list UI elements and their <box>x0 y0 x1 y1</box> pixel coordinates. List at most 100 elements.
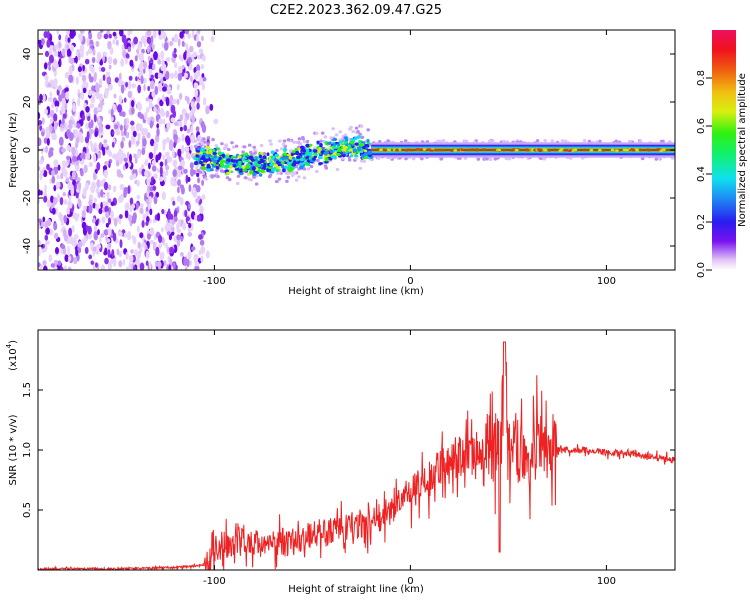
noise-speckle <box>82 205 87 211</box>
signal-blob <box>212 152 217 155</box>
noise-speckle <box>40 221 44 228</box>
noise-speckle <box>169 139 174 149</box>
noise-speckle <box>179 92 183 100</box>
noise-speckle <box>148 261 152 270</box>
signal-blob <box>262 155 267 160</box>
signal-hotspot <box>589 148 594 152</box>
noise-speckle <box>88 121 92 129</box>
signal-halo <box>316 158 320 163</box>
signal-halo <box>341 156 345 160</box>
signal-hotspot <box>547 149 552 152</box>
signal-halo <box>582 139 587 143</box>
noise-speckle <box>200 35 204 42</box>
noise-speckle <box>141 148 146 155</box>
signal-blob <box>283 147 288 152</box>
noise-speckle <box>64 71 70 79</box>
noise-speckle <box>159 161 164 167</box>
noise-speckle <box>73 237 77 247</box>
noise-speckle <box>67 37 71 43</box>
signal-hotspot <box>415 148 420 151</box>
signal-blob <box>337 148 342 152</box>
noise-speckle <box>92 66 95 74</box>
signal-hotspot <box>631 148 636 152</box>
noise-speckle <box>148 62 154 71</box>
noise-speckle <box>80 91 85 101</box>
signal-halo <box>193 139 198 143</box>
signal-blob <box>279 159 283 162</box>
signal-halo <box>487 139 492 143</box>
noise-speckle <box>38 240 41 247</box>
noise-speckle <box>84 182 89 191</box>
noise-speckle <box>86 152 91 161</box>
noise-speckle <box>108 83 113 91</box>
signal-halo <box>302 167 307 171</box>
noise-speckle <box>127 46 132 53</box>
noise-speckle <box>167 156 173 163</box>
noise-speckle <box>135 76 138 82</box>
noise-speckle <box>57 164 61 171</box>
noise-speckle <box>50 263 55 268</box>
noise-speckle <box>116 248 120 256</box>
noise-speckle <box>100 100 105 106</box>
noise-speckle <box>112 31 117 37</box>
signal-halo <box>411 157 416 161</box>
noise-speckle <box>68 132 74 141</box>
noise-speckle <box>187 231 193 237</box>
noise-speckle <box>46 137 50 146</box>
noise-speckle <box>44 234 49 241</box>
noise-speckle <box>197 30 201 34</box>
snr-y-axis-label: SNR (10 * v/v) <box>8 414 19 485</box>
colorbar-gradient <box>712 30 736 270</box>
noise-speckle <box>44 74 49 81</box>
signal-halo <box>301 137 306 141</box>
noise-speckle <box>116 169 122 178</box>
noise-speckle <box>162 86 167 92</box>
noise-speckle <box>90 144 95 152</box>
noise-speckle <box>154 85 159 95</box>
spectrogram-y-tick-label: 20 <box>22 96 33 109</box>
noise-speckle <box>74 141 79 149</box>
signal-halo <box>587 139 592 143</box>
signal-halo <box>236 174 241 178</box>
snr-y-tick-label: 1.0 <box>22 442 33 458</box>
noise-speckle <box>173 209 178 219</box>
signal-hotspot <box>387 148 392 152</box>
noise-speckle <box>164 72 169 80</box>
signal-blob <box>283 152 288 157</box>
noise-speckle <box>117 231 123 237</box>
noise-speckle <box>146 45 150 54</box>
noise-speckle <box>120 58 125 67</box>
signal-blob <box>299 161 304 166</box>
noise-speckle <box>53 184 57 192</box>
signal-blob <box>313 149 318 153</box>
snr-scale-close: ) <box>8 340 19 344</box>
noise-speckle <box>92 171 97 181</box>
noise-speckle <box>197 177 200 184</box>
noise-speckle <box>64 87 69 92</box>
noise-speckle <box>118 251 123 258</box>
noise-speckle <box>196 41 202 48</box>
noise-speckle <box>128 261 132 270</box>
signal-hotspot <box>601 148 606 152</box>
noise-speckle <box>124 202 130 211</box>
noise-speckle <box>100 67 106 72</box>
noise-speckle <box>145 221 149 227</box>
signal-blob <box>267 166 272 169</box>
signal-halo <box>278 139 282 143</box>
signal-halo <box>306 167 311 171</box>
noise-speckle <box>129 59 134 67</box>
noise-speckle <box>148 98 153 105</box>
noise-speckle <box>165 242 168 249</box>
noise-speckle <box>132 130 137 138</box>
noise-speckle <box>48 48 53 57</box>
noise-speckle <box>48 65 51 71</box>
noise-speckle <box>121 44 125 52</box>
noise-speckle <box>196 35 199 43</box>
signal-halo <box>441 139 446 143</box>
noise-speckle <box>128 255 134 263</box>
signal-halo <box>291 173 295 177</box>
noise-speckle <box>130 125 136 132</box>
noise-speckle <box>88 204 93 214</box>
noise-speckle <box>118 195 123 204</box>
